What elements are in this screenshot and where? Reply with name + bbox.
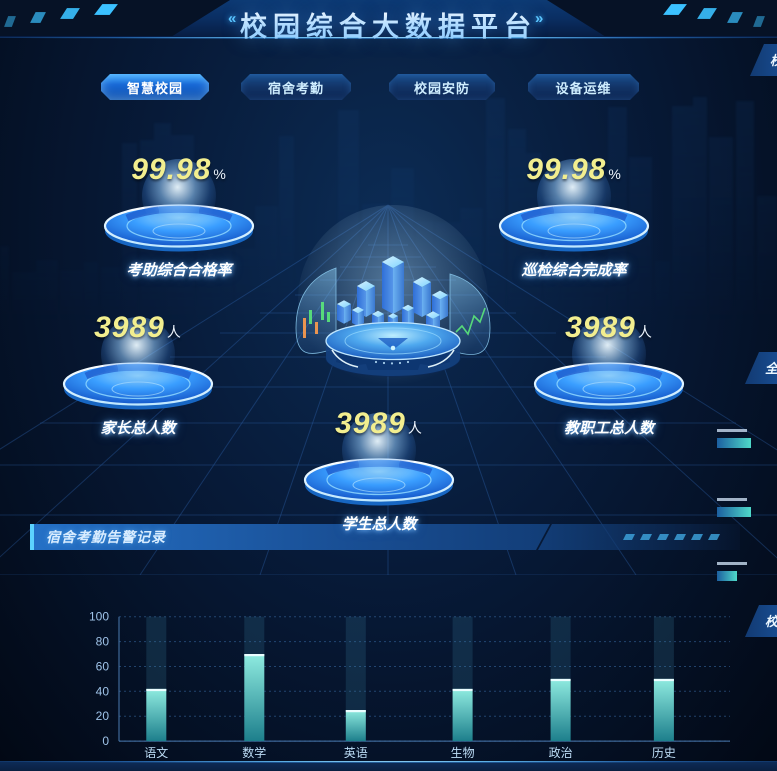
svg-text:历史: 历史 [652, 746, 676, 758]
svg-text:60: 60 [96, 660, 110, 674]
svg-text:生物: 生物 [451, 746, 475, 758]
svg-text:政治: 政治 [549, 746, 573, 758]
svg-text:英语: 英语 [344, 746, 368, 758]
svg-text:数学: 数学 [242, 745, 266, 758]
svg-text:80: 80 [96, 635, 110, 649]
svg-text:0: 0 [102, 734, 109, 748]
svg-text:40: 40 [96, 684, 110, 698]
svg-text:20: 20 [96, 709, 110, 723]
svg-text:100: 100 [89, 610, 109, 624]
svg-text:语文: 语文 [144, 745, 168, 758]
